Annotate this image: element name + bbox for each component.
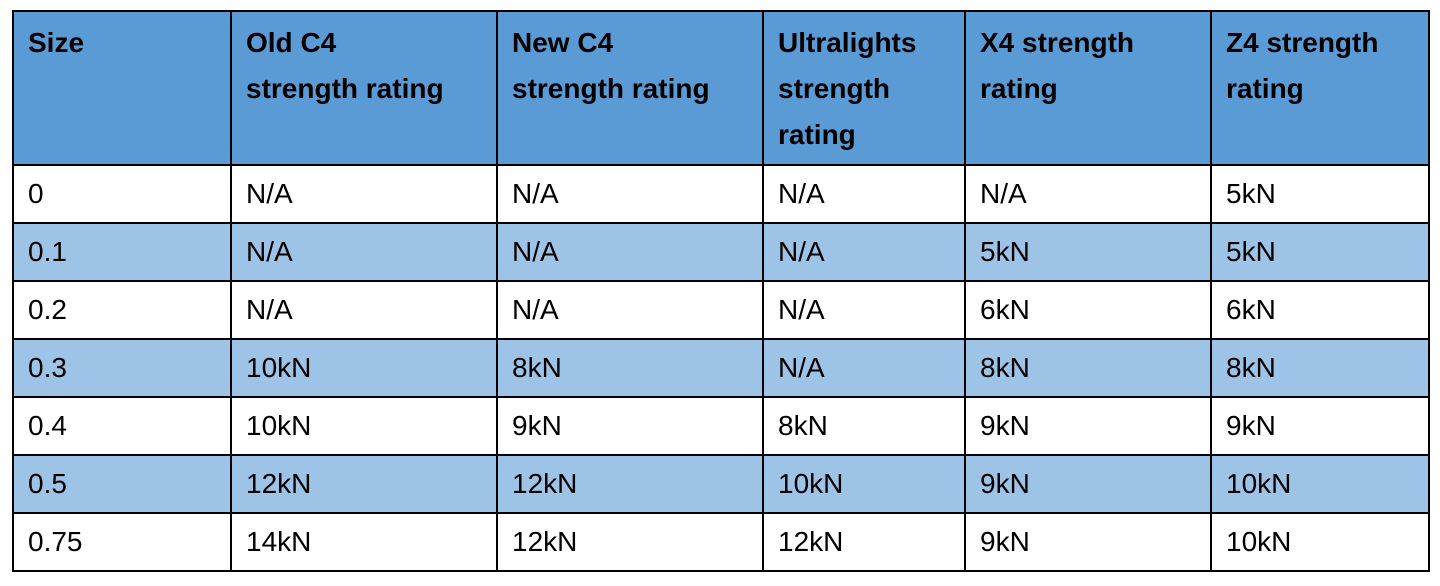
header-text: Size — [28, 27, 85, 58]
table-cell: 9kN — [964, 396, 1212, 456]
table-cell: 6kN — [1210, 280, 1430, 340]
table-row: 0.75 14kN 12kN 12kN 9kN 10kN — [12, 512, 1430, 572]
table-cell: 0.2 — [12, 280, 232, 340]
table-cell: 6kN — [964, 280, 1212, 340]
table-cell: N/A — [230, 222, 498, 282]
table-cell: 12kN — [762, 512, 966, 572]
header-text: Ultralights strength rating — [778, 27, 917, 150]
table-cell: 0.75 — [12, 512, 232, 572]
table-cell: 14kN — [230, 512, 498, 572]
table-cell: 9kN — [964, 512, 1212, 572]
table-cell: 8kN — [762, 396, 966, 456]
table-row: 0.3 10kN 8kN N/A 8kN 8kN — [12, 338, 1430, 398]
table-cell: N/A — [762, 338, 966, 398]
table-cell: 10kN — [230, 338, 498, 398]
header-text: New C4 strength rating — [512, 27, 710, 104]
header-text: Z4 strength rating — [1226, 27, 1379, 104]
header-cell: Z4 strength rating — [1210, 10, 1430, 166]
table-row: 0.4 10kN 9kN 8kN 9kN 9kN — [12, 396, 1430, 456]
table-cell: 10kN — [1210, 454, 1430, 514]
table-cell: N/A — [230, 280, 498, 340]
table-cell: N/A — [762, 164, 966, 224]
table-cell: N/A — [496, 280, 764, 340]
table-row: 0 N/A N/A N/A N/A 5kN — [12, 164, 1430, 224]
header-cell: Old C4 strength rating — [230, 10, 498, 166]
header-text: X4 strength rating — [980, 27, 1135, 104]
table-cell: N/A — [496, 222, 764, 282]
table-cell: 12kN — [496, 454, 764, 514]
header-text: Old C4 strength rating — [246, 27, 444, 104]
table-row: 0.5 12kN 12kN 10kN 9kN 10kN — [12, 454, 1430, 514]
table-row: 0.1 N/A N/A N/A 5kN 5kN — [12, 222, 1430, 282]
table-cell: N/A — [230, 164, 498, 224]
table-cell: 8kN — [1210, 338, 1430, 398]
table-cell: 8kN — [964, 338, 1212, 398]
table-cell: 5kN — [964, 222, 1212, 282]
table-cell: N/A — [496, 164, 764, 224]
table-cell: 12kN — [496, 512, 764, 572]
table-cell: 8kN — [496, 338, 764, 398]
table-cell: 0 — [12, 164, 232, 224]
header-cell: Size — [12, 10, 232, 166]
table-cell: 0.1 — [12, 222, 232, 282]
table-cell: 5kN — [1210, 222, 1430, 282]
table-cell: 9kN — [964, 454, 1212, 514]
table-cell: 0.4 — [12, 396, 232, 456]
table-cell: N/A — [762, 222, 966, 282]
table-cell: 10kN — [762, 454, 966, 514]
header-cell: New C4 strength rating — [496, 10, 764, 166]
table-cell: 10kN — [230, 396, 498, 456]
table-cell: N/A — [762, 280, 966, 340]
table-cell: 0.5 — [12, 454, 232, 514]
table-cell: N/A — [964, 164, 1212, 224]
table-body: 0 N/A N/A N/A N/A 5kN 0.1 N/A N/A N/A 5kN 5kN 0.2 N/A… — [12, 164, 1430, 572]
table-cell: 10kN — [1210, 512, 1430, 572]
header-row: Size Old C4 strength rating New C4 strengt… — [12, 10, 1430, 166]
table-cell: 0.3 — [12, 338, 232, 398]
strength-table: Size Old C4 strength rating New C4 strengt… — [12, 10, 1430, 572]
table-cell: 12kN — [230, 454, 498, 514]
table-cell: 5kN — [1210, 164, 1430, 224]
header-cell: Ultralights strength rating — [762, 10, 966, 166]
header-cell: X4 strength rating — [964, 10, 1212, 166]
table-cell: 9kN — [496, 396, 764, 456]
table-cell: 9kN — [1210, 396, 1430, 456]
table-row: 0.2 N/A N/A N/A 6kN 6kN — [12, 280, 1430, 340]
